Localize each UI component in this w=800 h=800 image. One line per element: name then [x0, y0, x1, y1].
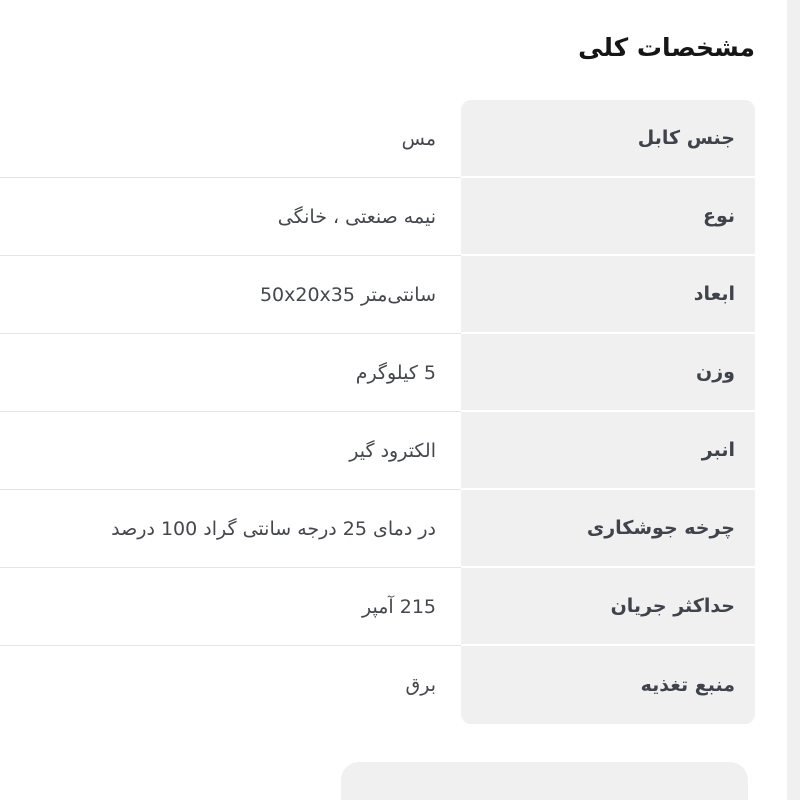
spec-value: 5 کیلوگرم — [0, 334, 461, 412]
spec-value: نیمه صنعتی ، خانگی — [0, 178, 461, 256]
spec-label: نوع — [461, 178, 755, 256]
table-row: نوع نیمه صنعتی ، خانگی — [0, 178, 755, 256]
spec-label: ابعاد — [461, 256, 755, 334]
specs-table: جنس کابل مس نوع نیمه صنعتی ، خانگی ابعاد… — [0, 100, 755, 724]
spec-label: چرخه جوشکاری — [461, 490, 755, 568]
section-title: مشخصات کلی — [578, 33, 755, 62]
spec-value: 215 آمپر — [0, 568, 461, 646]
table-row: ابعاد سانتی‌متر 50x20x35 — [0, 256, 755, 334]
specs-section: مشخصات کلی جنس کابل مس نوع نیمه صنعتی ، … — [0, 33, 755, 724]
spec-label: جنس کابل — [461, 100, 755, 178]
spec-label: حداکثر جریان — [461, 568, 755, 646]
spec-value: الکترود گیر — [0, 412, 461, 490]
table-row: منبع تغذیه برق — [0, 646, 755, 724]
spec-label: وزن — [461, 334, 755, 412]
spec-value: مس — [0, 100, 461, 178]
table-row: چرخه جوشکاری در دمای 25 درجه سانتی گراد … — [0, 490, 755, 568]
table-row: جنس کابل مس — [0, 100, 755, 178]
spec-value: برق — [405, 674, 436, 696]
spec-value: در دمای 25 درجه سانتی گراد 100 درصد — [0, 490, 461, 568]
page-background-gutter — [787, 0, 800, 800]
spec-label: منبع تغذیه — [461, 646, 755, 724]
spec-label: انبر — [461, 412, 755, 490]
spec-value: سانتی‌متر 50x20x35 — [0, 256, 461, 334]
table-row: وزن 5 کیلوگرم — [0, 334, 755, 412]
table-row: انبر الکترود گیر — [0, 412, 755, 490]
next-section-card-peek — [341, 762, 748, 800]
table-row: حداکثر جریان 215 آمپر — [0, 568, 755, 646]
